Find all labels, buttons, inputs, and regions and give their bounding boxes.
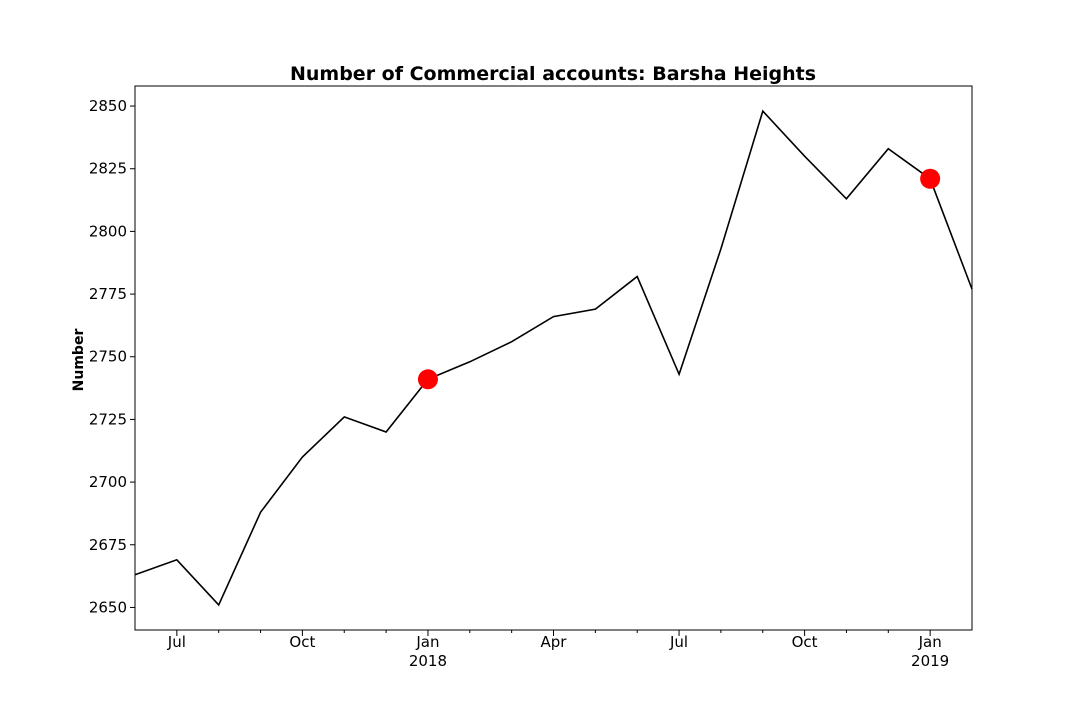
y-tick-label: 2750 [89,348,127,366]
x-tick-year-label: 2019 [911,652,949,670]
x-tick-year-label: 2018 [409,652,447,670]
x-tick-label: Jul [669,633,688,651]
x-tick-label: Apr [541,633,568,651]
y-tick-label: 2850 [89,97,127,115]
y-tick-label: 2650 [89,598,127,616]
x-tick-label: Jan [415,633,439,651]
highlight-marker [920,168,941,189]
x-tick-label: Jan [918,633,942,651]
y-tick-label: 2700 [89,473,127,491]
y-axis-label: Number [71,329,87,392]
y-tick-label: 2825 [89,160,127,178]
plot-area: 2650 2675 2700 2725 2750 2775 2800 2825 2850 Jul O… [89,85,973,670]
y-tick-label: 2800 [89,222,127,240]
y-tick-label: 2775 [89,285,127,303]
chart-title: Number of Commercial accounts: Barsha He… [290,63,816,85]
plot-frame [134,85,973,631]
highlight-marker [417,369,438,390]
y-tick-label: 2675 [89,536,127,554]
x-tick-label: Oct [289,633,315,651]
x-tick-label: Oct [792,633,818,651]
series-line [134,109,973,607]
x-tick-label: Jul [167,633,186,651]
y-tick-label: 2725 [89,410,127,428]
